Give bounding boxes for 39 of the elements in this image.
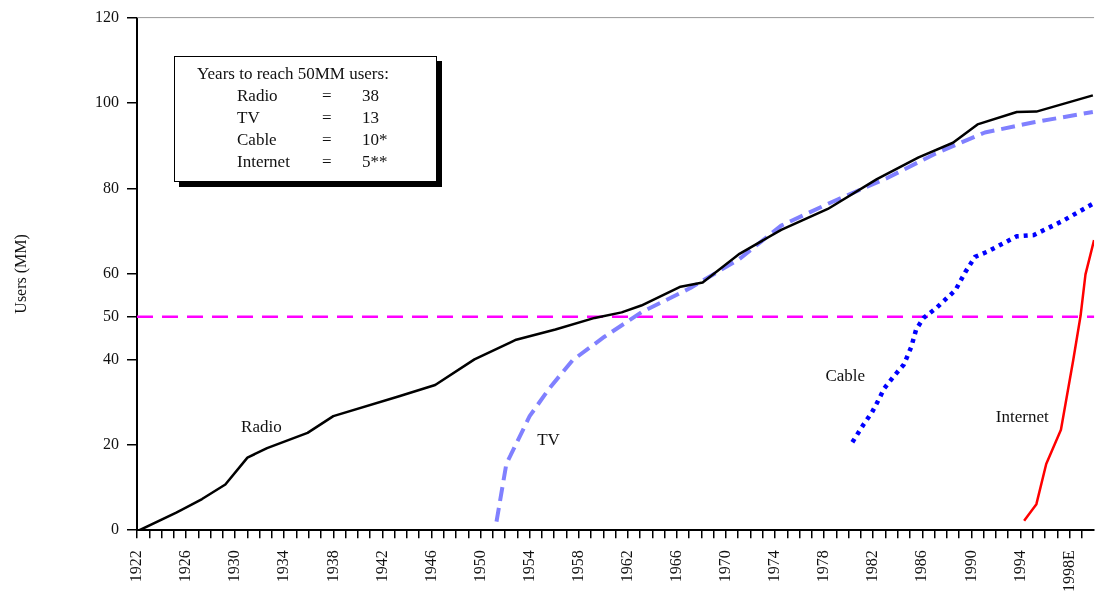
line-series bbox=[494, 110, 1095, 524]
x-tick-label: 1946 bbox=[421, 550, 439, 583]
x-tick-label: 1970 bbox=[716, 550, 734, 583]
x-tick-label: 1922 bbox=[127, 550, 145, 583]
series-label: Internet bbox=[995, 406, 1049, 426]
x-tick-label: 1994 bbox=[1010, 550, 1028, 583]
text: TV = 13 bbox=[237, 108, 379, 127]
x-tick-label: 1930 bbox=[225, 550, 243, 583]
x-tick-label: 1986 bbox=[912, 550, 930, 583]
y-tick-label: 100 bbox=[95, 93, 119, 111]
y-tick-label: 60 bbox=[103, 264, 119, 282]
x-tick-label: 1998E bbox=[1059, 550, 1077, 593]
text: Internet = 5** bbox=[237, 152, 388, 171]
y-tick-label: 120 bbox=[95, 7, 119, 25]
y-tick-label: 50 bbox=[103, 306, 119, 324]
y-tick-label: 40 bbox=[103, 349, 119, 367]
text: Cable = 10* bbox=[237, 130, 388, 149]
x-tick-label: 1966 bbox=[667, 550, 685, 583]
x-tick-label: 1934 bbox=[274, 550, 292, 583]
y-axis-title: Users (MM) bbox=[11, 234, 30, 314]
y-tick-label: 20 bbox=[103, 434, 119, 452]
series-label: Radio bbox=[241, 417, 282, 437]
x-tick-label: 1954 bbox=[519, 550, 537, 583]
x-tick-label: 1938 bbox=[323, 550, 341, 583]
x-tick-label: 1958 bbox=[568, 550, 586, 583]
x-tick-label: 1990 bbox=[961, 550, 979, 583]
annotation: Years to reach 50MM users: bbox=[197, 63, 390, 85]
y-tick-label: 80 bbox=[103, 178, 119, 196]
x-tick-label: 1950 bbox=[470, 550, 488, 583]
x-tick-label: 1978 bbox=[814, 550, 832, 583]
series-label: TV bbox=[537, 429, 561, 449]
x-tick-label: 1974 bbox=[765, 550, 783, 583]
series-label: Cable bbox=[825, 365, 866, 385]
text: Radio = 38 bbox=[237, 86, 379, 105]
x-tick-label: 1982 bbox=[863, 550, 881, 583]
x-tick-label: 1942 bbox=[372, 550, 390, 583]
x-tick-label: 1926 bbox=[176, 550, 194, 583]
y-tick-label: 0 bbox=[111, 520, 119, 538]
x-tick-label: 1962 bbox=[618, 550, 636, 583]
